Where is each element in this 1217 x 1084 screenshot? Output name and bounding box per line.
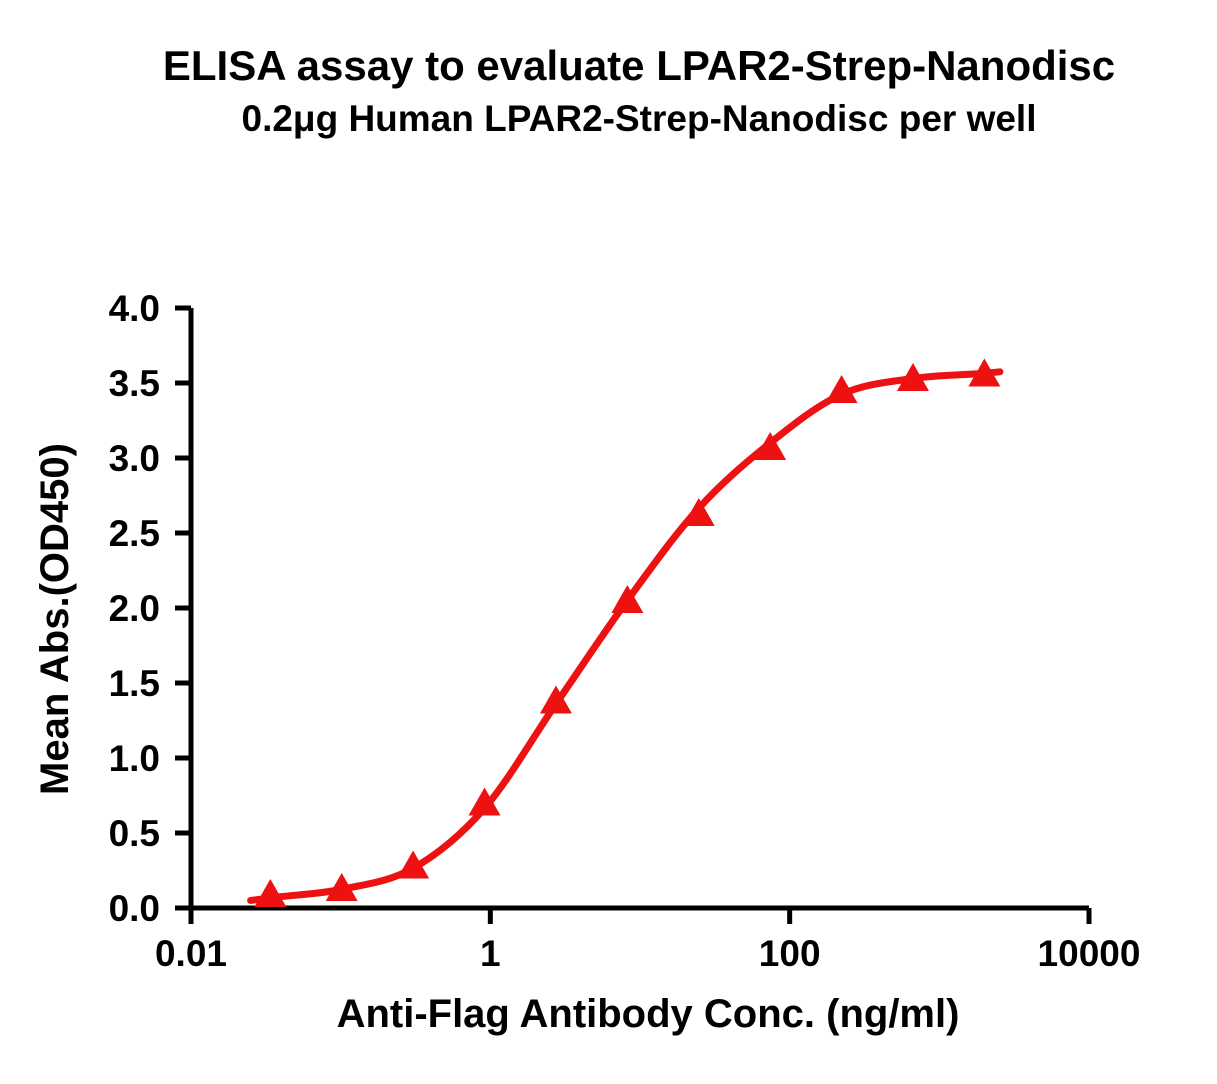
axes: 0.0 0.5 1.0 1.5 2.0 2.5 3.0 3.5 4.0 0.01 1 100 10000 bbox=[109, 288, 1141, 974]
data-point-marker bbox=[896, 363, 929, 391]
x-tick-label: 1 bbox=[480, 933, 501, 974]
y-tick-label: 1.0 bbox=[109, 738, 160, 779]
data-point-marker bbox=[611, 585, 644, 613]
x-tick-label: 10000 bbox=[1038, 933, 1141, 974]
fit-curve bbox=[247, 368, 1004, 904]
data-point-marker bbox=[397, 850, 430, 879]
y-tick-label: 4.0 bbox=[109, 288, 160, 329]
chart-subtitle: 0.2μg Human LPAR2-Strep-Nanodisc per wel… bbox=[242, 98, 1037, 139]
y-tick-label: 3.5 bbox=[109, 363, 160, 404]
data-point-marker bbox=[754, 432, 787, 460]
data-point-marker bbox=[968, 358, 1001, 387]
y-tick-label: 2.0 bbox=[109, 588, 160, 629]
y-axis-title: Mean Abs.(OD450) bbox=[33, 443, 77, 795]
data-point-marker bbox=[254, 879, 287, 907]
x-axis-title: Anti-Flag Antibody Conc. (ng/ml) bbox=[337, 992, 960, 1036]
chart-title: ELISA assay to evaluate LPAR2-Strep-Nano… bbox=[163, 42, 1115, 89]
y-tick-label: 3.0 bbox=[109, 438, 160, 479]
y-tick-label: 0.5 bbox=[109, 813, 160, 854]
y-tick-label: 1.5 bbox=[109, 663, 160, 704]
x-tick-label: 100 bbox=[759, 933, 821, 974]
y-tick-label: 0.0 bbox=[109, 888, 160, 929]
data-point-marker bbox=[539, 685, 572, 714]
data-point-marker bbox=[825, 375, 858, 403]
x-tick-label: 0.01 bbox=[155, 933, 227, 974]
data-point-marker bbox=[682, 498, 715, 526]
data-series bbox=[247, 358, 1004, 907]
data-point-marker bbox=[325, 873, 358, 901]
y-tick-label: 2.5 bbox=[109, 513, 160, 554]
data-point-marker bbox=[468, 787, 501, 816]
